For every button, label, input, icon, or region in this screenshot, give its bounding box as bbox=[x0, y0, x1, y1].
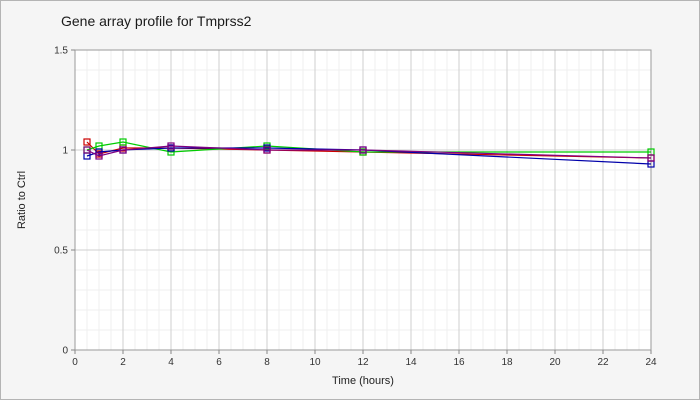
y-tick-label: 1.5 bbox=[54, 46, 68, 57]
data-point bbox=[119, 138, 127, 146]
data-point bbox=[263, 146, 271, 154]
x-tick-label: 10 bbox=[309, 357, 321, 368]
series-line bbox=[86, 141, 651, 153]
data-point bbox=[647, 154, 655, 162]
x-tick-label: 18 bbox=[501, 357, 513, 368]
x-tick-label: 14 bbox=[405, 357, 417, 368]
data-point bbox=[83, 146, 91, 154]
x-tick-label: 12 bbox=[357, 357, 369, 368]
x-tick-label: 0 bbox=[72, 357, 78, 368]
data-point bbox=[167, 142, 175, 150]
x-tick-label: 24 bbox=[645, 357, 657, 368]
series-4 bbox=[83, 142, 655, 162]
x-tick-label: 22 bbox=[597, 357, 609, 368]
x-tick-label: 2 bbox=[120, 357, 126, 368]
y-tick-label: 0 bbox=[62, 346, 68, 357]
x-tick-label: 4 bbox=[168, 357, 174, 368]
data-point bbox=[95, 152, 103, 160]
y-tick-label: 0.5 bbox=[54, 246, 68, 257]
x-axis-title: Time (hours) bbox=[332, 375, 394, 387]
chart-title: Gene array profile for Tmprss2 bbox=[61, 13, 252, 29]
series-layer bbox=[83, 138, 655, 168]
x-axis: 0 2 4 6 8 10 12 14 16 18 20 22 24 bbox=[72, 350, 657, 368]
data-point bbox=[83, 138, 91, 146]
x-tick-label: 20 bbox=[549, 357, 561, 368]
data-point bbox=[95, 148, 103, 156]
y-tick-label: 1 bbox=[62, 146, 68, 157]
data-point bbox=[119, 146, 127, 154]
y-axis: 0 0.5 1 1.5 bbox=[54, 46, 75, 357]
x-tick-label: 16 bbox=[453, 357, 465, 368]
y-axis-title: Ratio to Ctrl bbox=[16, 171, 28, 229]
x-tick-label: 8 bbox=[264, 357, 270, 368]
data-point bbox=[359, 146, 367, 154]
x-tick-label: 6 bbox=[216, 357, 222, 368]
series-line bbox=[86, 145, 652, 159]
